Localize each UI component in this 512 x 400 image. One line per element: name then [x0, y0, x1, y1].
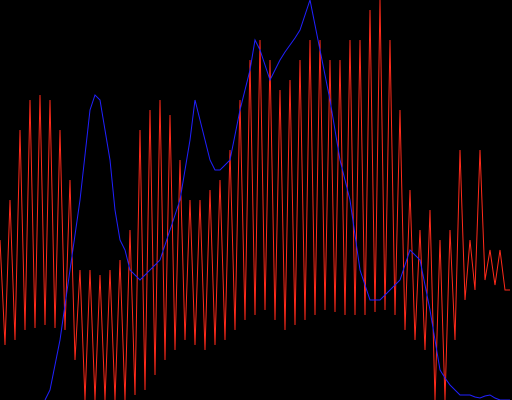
- series-line: [44, 0, 510, 400]
